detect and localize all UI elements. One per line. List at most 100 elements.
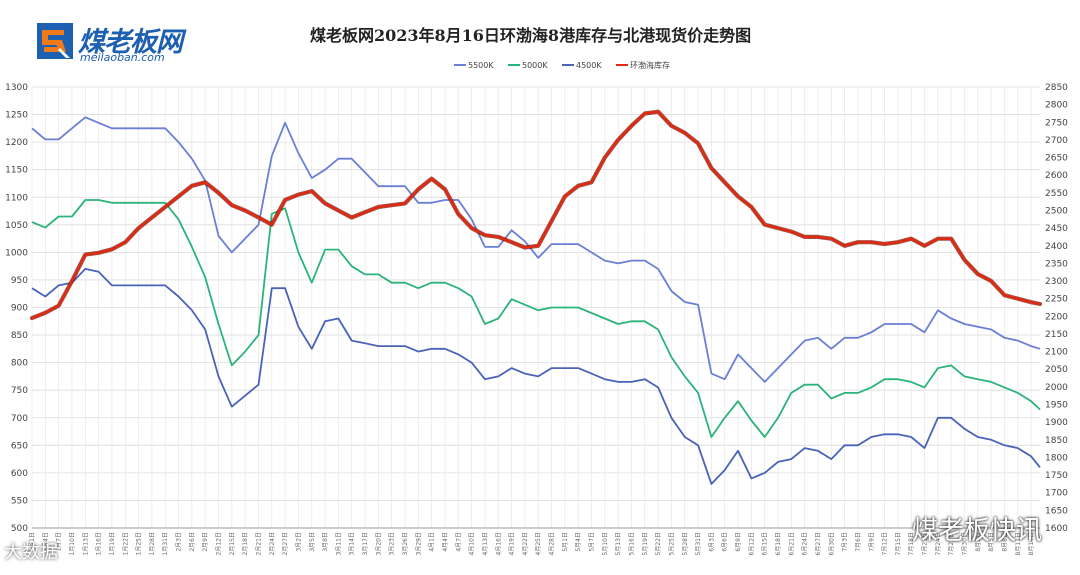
x-tick-label: 2月3日 xyxy=(176,532,183,552)
x-tick-label: 5月16日 xyxy=(628,532,635,555)
brand-logo-sub: meilaoban.com xyxy=(80,51,165,64)
legend: 5500K 5000K 4500K 环渤海库存 xyxy=(454,60,670,70)
y-tick-label: 1300 xyxy=(5,83,28,93)
x-tick-label: 1月25日 xyxy=(136,532,143,555)
x-tick-label: 7月3日 xyxy=(842,532,849,552)
y2-tick-label: 2350 xyxy=(1045,259,1068,269)
x-tick-label: 1月16日 xyxy=(96,532,103,555)
y-tick-label: 700 xyxy=(11,414,28,424)
x-tick-label: 5月10日 xyxy=(602,532,609,555)
x-tick-label: 5月28日 xyxy=(682,532,689,555)
x-tick-label: 1月13日 xyxy=(82,532,89,555)
x-tick-label: 3月29日 xyxy=(415,532,422,555)
y2-tick-label: 2550 xyxy=(1045,189,1068,199)
y-axis-left: 500 550 600 650 700 750 800 850 900 950 1000 1050 11… xyxy=(5,83,28,534)
x-tick-label: 5月13日 xyxy=(615,532,622,555)
x-tick-label: 4月25日 xyxy=(535,532,542,555)
y2-tick-label: 2000 xyxy=(1045,383,1068,393)
x-tick-label: 3月5日 xyxy=(309,532,316,552)
x-tick-label: 4月16日 xyxy=(495,532,502,555)
x-tick-label: 7月30日 xyxy=(962,532,969,555)
legend-label: 环渤海库存 xyxy=(630,60,670,70)
y2-tick-label: 2300 xyxy=(1045,277,1068,287)
y-tick-label: 650 xyxy=(11,441,28,451)
y-tick-label: 950 xyxy=(11,276,28,286)
x-tick-label: 1月10日 xyxy=(69,532,76,555)
y-tick-label: 750 xyxy=(11,386,28,396)
x-tick-label: 5月7日 xyxy=(589,532,596,552)
y2-tick-label: 1600 xyxy=(1045,524,1068,534)
x-tick-label: 4月10日 xyxy=(469,532,476,555)
y2-tick-label: 2200 xyxy=(1045,312,1068,322)
x-tick-label: 1月1日 xyxy=(29,532,36,552)
x-tick-label: 1月28日 xyxy=(149,532,156,555)
x-tick-label: 4月7日 xyxy=(455,532,462,552)
y2-tick-label: 2100 xyxy=(1045,348,1068,358)
x-tick-label: 2月21日 xyxy=(255,532,262,555)
x-tick-label: 7月27日 xyxy=(948,532,955,555)
y-tick-label: 850 xyxy=(11,331,28,341)
x-tick-label: 7月21日 xyxy=(922,532,929,555)
y2-tick-label: 2800 xyxy=(1045,101,1068,111)
x-tick-label: 8月2日 xyxy=(975,532,982,552)
x-tick-label: 2月27日 xyxy=(282,532,289,555)
x-tick-label: 2月24日 xyxy=(269,532,276,555)
x-tick-label: 7月18日 xyxy=(908,532,915,555)
x-tick-label: 3月17日 xyxy=(362,532,369,555)
brand-logo-text: 煤老板网 xyxy=(78,27,183,58)
x-tick-label: 6月6日 xyxy=(722,532,729,552)
y-tick-label: 1100 xyxy=(5,193,28,203)
y-tick-label: 1150 xyxy=(5,166,28,176)
y-tick-label: 800 xyxy=(11,359,28,369)
x-tick-label: 3月23日 xyxy=(389,532,396,555)
y-tick-label: 1250 xyxy=(5,111,28,121)
y-tick-label: 1050 xyxy=(5,221,28,231)
y-tick-label: 600 xyxy=(11,469,28,479)
x-tick-label: 1月19日 xyxy=(109,532,116,555)
y2-tick-label: 2650 xyxy=(1045,154,1068,164)
x-tick-label: 4月1日 xyxy=(429,532,436,552)
series-line-inventory xyxy=(30,110,1042,320)
x-tick-label: 8月8日 xyxy=(1001,532,1008,552)
y2-tick-label: 2500 xyxy=(1045,206,1068,216)
y2-tick-label: 2150 xyxy=(1045,330,1068,340)
x-tick-label: 4月4日 xyxy=(442,532,449,552)
x-tick-label: 6月27日 xyxy=(815,532,822,555)
x-tick-label: 5月25日 xyxy=(668,532,675,555)
x-tick-label: 5月4日 xyxy=(575,532,582,552)
x-tick-label: 8月5日 xyxy=(988,532,995,552)
x-tick-label: 2月18日 xyxy=(242,532,249,555)
x-tick-label: 5月19日 xyxy=(642,532,649,555)
y2-tick-label: 1700 xyxy=(1045,489,1068,499)
y2-tick-label: 1900 xyxy=(1045,418,1068,428)
x-tick-label: 1月31日 xyxy=(162,532,169,555)
y2-tick-label: 1750 xyxy=(1045,471,1068,481)
x-tick-label: 8月14日 xyxy=(1028,532,1035,555)
x-tick-label: 1月4日 xyxy=(42,532,49,552)
x-tick-label: 3月20日 xyxy=(375,532,382,555)
y-tick-label: 1000 xyxy=(5,248,28,258)
x-tick-label: 6月21日 xyxy=(788,532,795,555)
brand-logo-icon xyxy=(37,23,73,59)
x-axis: 1月1日 1月4日 1月7日 1月10日 1月13日 1月16日 1月19日 1月22日 1月2… xyxy=(29,532,1035,555)
x-tick-label: 6月3日 xyxy=(708,532,715,552)
watermark-text: 煤老板快讯 xyxy=(911,516,1042,546)
x-tick-label: 3月2日 xyxy=(295,532,302,552)
x-tick-label: 4月28日 xyxy=(549,532,556,555)
y-tick-label: 900 xyxy=(11,304,28,314)
x-tick-label: 7月6日 xyxy=(855,532,862,552)
x-tick-label: 2月6日 xyxy=(189,532,196,552)
series-line-shadow xyxy=(29,109,1043,321)
series-group xyxy=(29,109,1043,485)
x-tick-label: 4月13日 xyxy=(482,532,489,555)
y2-tick-label: 1950 xyxy=(1045,401,1068,411)
series-line-4500k xyxy=(31,267,1041,485)
legend-label: 4500K xyxy=(576,61,602,70)
y2-tick-label: 2600 xyxy=(1045,171,1068,181)
y-tick-label: 550 xyxy=(11,496,28,506)
x-tick-label: 1月22日 xyxy=(122,532,129,555)
x-tick-label: 2月9日 xyxy=(202,532,209,552)
x-tick-label: 2月15日 xyxy=(229,532,236,555)
x-tick-label: 6月15日 xyxy=(762,532,769,555)
x-tick-label: 8月11日 xyxy=(1015,532,1022,555)
